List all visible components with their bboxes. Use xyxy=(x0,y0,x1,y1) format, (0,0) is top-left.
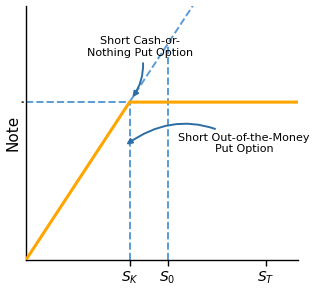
Text: Short Cash-or-
Nothing Put Option: Short Cash-or- Nothing Put Option xyxy=(87,36,194,95)
Y-axis label: Note: Note xyxy=(5,114,20,151)
Text: Short Out-of-the-Money
Put Option: Short Out-of-the-Money Put Option xyxy=(128,124,310,154)
